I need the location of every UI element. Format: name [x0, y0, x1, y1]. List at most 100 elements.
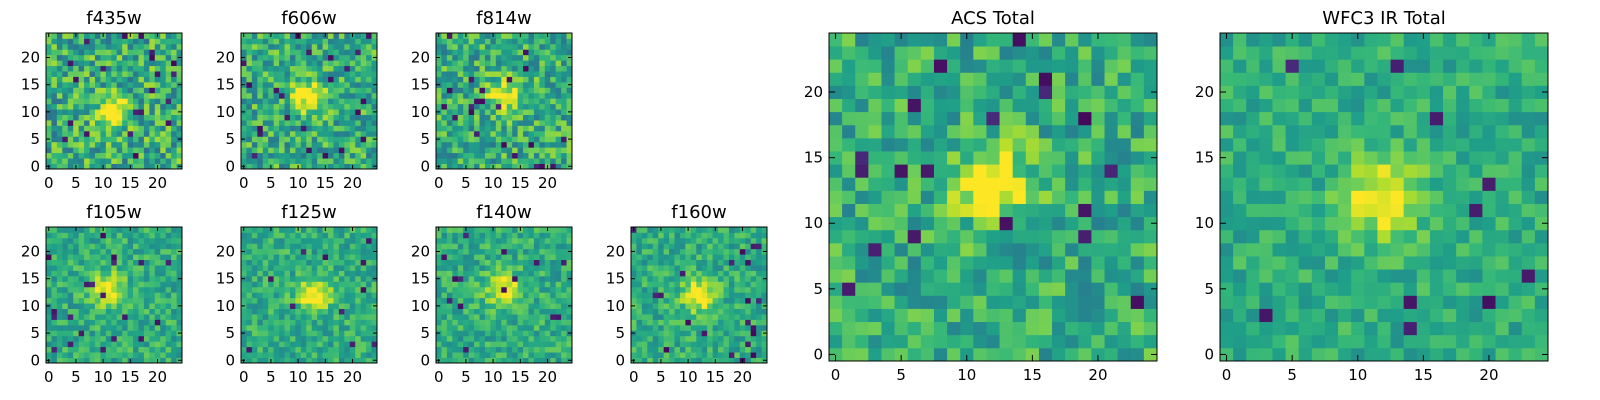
heatmap-cell: [56, 357, 63, 364]
heatmap-cell: [528, 352, 535, 358]
heatmap-cell: [685, 237, 692, 244]
heatmap-cell: [728, 346, 735, 353]
heatmap-cell: [674, 335, 681, 342]
heatmap-cell: [495, 281, 502, 288]
heatmap-cell: [947, 164, 961, 178]
heatmap-cell: [122, 125, 128, 132]
heatmap-cell: [84, 54, 90, 61]
heatmap-cell: [1104, 216, 1119, 231]
heatmap-cell: [636, 297, 643, 304]
heatmap-cell: [457, 232, 464, 239]
heatmap-cell: [539, 265, 546, 271]
heatmap-cell: [344, 81, 351, 88]
heatmap-cell: [1117, 269, 1132, 283]
heatmap-cell: [273, 65, 280, 72]
heatmap-cell: [262, 324, 269, 331]
heatmap-cell: [73, 158, 80, 164]
heatmap-cell: [761, 324, 768, 331]
heatmap-cell: [947, 308, 961, 323]
heatmap-cell: [84, 65, 90, 72]
heatmap-cell: [246, 54, 253, 61]
heatmap-cell: [306, 346, 313, 353]
heatmap-cell: [78, 103, 85, 110]
heatmap-cell: [127, 335, 134, 342]
heatmap-cell: [116, 270, 123, 277]
heatmap-cell: [111, 308, 118, 315]
heatmap-cell: [111, 281, 118, 288]
heatmap-cell: [523, 109, 529, 115]
heatmap-cell: [468, 125, 475, 132]
heatmap-cell: [149, 270, 156, 277]
heatmap-cell: [457, 65, 464, 72]
heatmap-cell: [295, 286, 302, 293]
heatmap-cell: [690, 281, 697, 288]
heatmap-cell: [561, 114, 567, 121]
heatmap-cell: [257, 81, 264, 88]
heatmap-cell: [999, 334, 1014, 349]
heatmap-cell: [446, 147, 453, 154]
heatmap-cell: [501, 141, 508, 148]
heatmap-cell: [457, 243, 464, 250]
heatmap-cell: [446, 54, 453, 61]
heatmap-cell: [311, 136, 318, 143]
heatmap-cell: [100, 303, 107, 309]
heatmap-cell: [484, 136, 491, 143]
heatmap-cell: [463, 103, 470, 110]
heatmap-cell: [745, 357, 752, 364]
heatmap-cell: [894, 334, 909, 349]
heatmap-cell: [631, 341, 637, 348]
heatmap-cell: [328, 308, 334, 315]
heatmap-cell: [446, 152, 453, 159]
heatmap-cell: [284, 265, 291, 271]
heatmap-cell: [317, 314, 323, 320]
heatmap-cell: [652, 357, 659, 364]
heatmap-cell: [333, 346, 340, 353]
heatmap-cell: [468, 65, 475, 72]
heatmap-cell: [51, 237, 58, 244]
heatmap-cell: [306, 324, 313, 331]
heatmap-cell: [739, 346, 746, 353]
heatmap-cell: [62, 248, 69, 255]
heatmap-cell: [116, 335, 123, 342]
heatmap-cell: [138, 103, 145, 110]
heatmap-cell: [84, 130, 90, 137]
heatmap-cell: [284, 33, 291, 39]
heatmap-cell: [718, 227, 724, 233]
heatmap-cell: [1130, 347, 1145, 362]
heatmap-cell: [647, 319, 654, 326]
panel-title: f125w: [281, 202, 336, 223]
heatmap-cell: [441, 227, 448, 233]
heatmap-cell: [728, 352, 735, 358]
heatmap-cell: [122, 71, 128, 77]
heatmap-cell: [658, 254, 665, 261]
heatmap-cell: [127, 232, 134, 239]
heatmap-cell: [279, 308, 285, 315]
heatmap-cell: [257, 147, 264, 154]
panel-title: f160w: [671, 202, 726, 223]
heatmap-cell: [739, 319, 746, 326]
heatmap-cell: [133, 98, 139, 105]
heatmap-cell: [127, 60, 134, 67]
heatmap-cell: [143, 71, 150, 77]
heatmap-cell: [171, 98, 177, 105]
heatmap-cell: [685, 352, 692, 358]
heatmap-cell: [257, 43, 264, 50]
heatmap-cell: [138, 297, 145, 304]
heatmap-cell: [176, 120, 183, 126]
heatmap-cell: [149, 346, 156, 353]
heatmap-cell: [868, 151, 882, 165]
heatmap-cell: [539, 232, 546, 239]
heatmap-cell: [322, 319, 329, 326]
heatmap-cell: [300, 265, 307, 271]
heatmap-cell: [555, 297, 562, 304]
heatmap-cell: [154, 158, 161, 164]
heatmap-cell: [257, 103, 264, 110]
heatmap-cell: [67, 71, 74, 77]
heatmap-cell: [344, 43, 351, 50]
heatmap-cell: [842, 321, 856, 336]
heatmap-cell: [289, 335, 296, 342]
heatmap-cell: [62, 65, 69, 72]
heatmap-cell: [349, 303, 356, 309]
heatmap-cell: [441, 270, 448, 277]
heatmap-cell: [311, 232, 318, 239]
